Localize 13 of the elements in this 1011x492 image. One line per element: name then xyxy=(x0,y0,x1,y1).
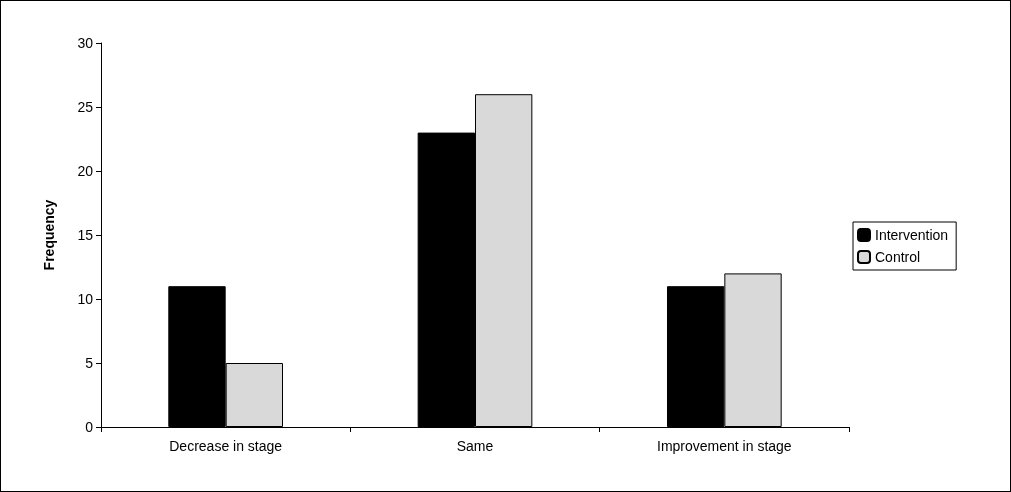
y-tick-label: 25 xyxy=(77,99,94,115)
y-tick-label: 10 xyxy=(77,291,94,307)
y-tick-label: 0 xyxy=(85,419,94,435)
y-axis-title: Frequency xyxy=(41,199,57,271)
y-tick-label: 5 xyxy=(85,355,94,371)
x-tick-label: Decrease in stage xyxy=(169,438,283,454)
legend-label: Control xyxy=(875,249,921,265)
x-tick-label: Same xyxy=(456,438,494,454)
y-tick-label: 30 xyxy=(77,35,94,51)
x-tick-label: Improvement in stage xyxy=(657,438,792,454)
y-tick-label: 15 xyxy=(77,227,94,243)
y-tick-label: 20 xyxy=(77,163,94,179)
legend-label: Intervention xyxy=(875,227,949,243)
